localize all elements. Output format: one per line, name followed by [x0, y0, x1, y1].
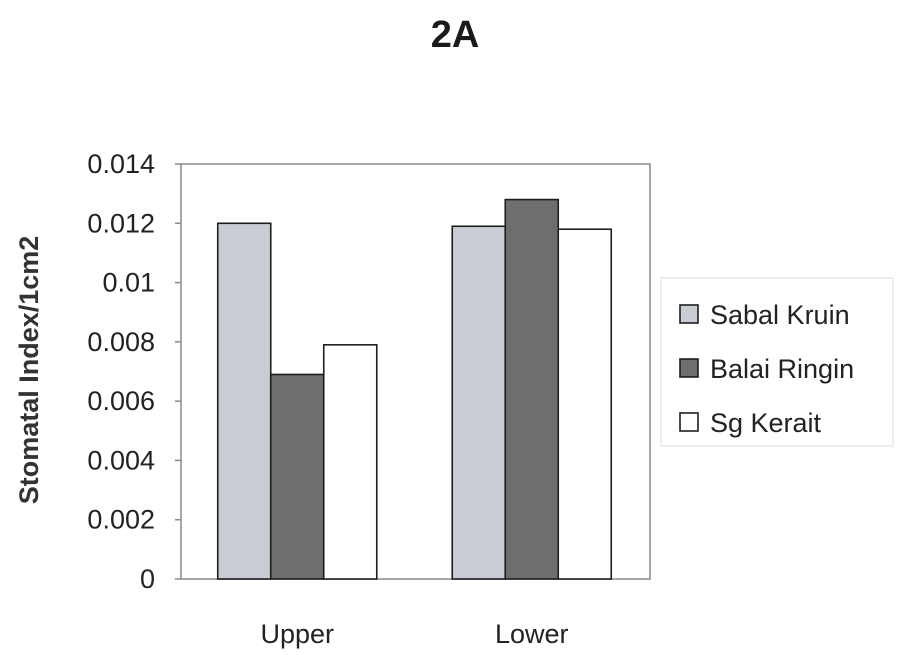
- legend-box: [660, 277, 894, 447]
- y-tick-label: 0.01: [102, 268, 155, 298]
- y-tick-label: 0.002: [87, 505, 155, 535]
- bar-sabal-kruin-upper: [216, 222, 272, 580]
- x-category-label: Lower: [495, 619, 569, 649]
- legend-label: Sg Kerait: [710, 408, 822, 438]
- y-tick-label: 0.006: [87, 386, 155, 416]
- x-category-label: Upper: [260, 619, 334, 649]
- bar-balai-ringin-upper: [269, 373, 325, 580]
- y-tick-label: 0.008: [87, 327, 155, 357]
- legend-label: Balai Ringin: [710, 354, 854, 384]
- chart-title: 2A: [431, 14, 480, 56]
- bars: [216, 198, 613, 580]
- legend-label: Sabal Kruin: [710, 300, 850, 330]
- y-axis-label: Stomatal Index/1cm2: [14, 236, 44, 505]
- y-axis-ticks: 0 0.002 0.004 0.006 0.008 0.01 0.012 0.014: [87, 149, 181, 594]
- y-tick-label: 0.014: [87, 149, 155, 179]
- legend-swatch: [679, 304, 699, 324]
- bar-sg-kerait-upper: [322, 344, 378, 580]
- y-tick-label: 0: [140, 564, 155, 594]
- bar-sg-kerait-lower: [557, 228, 613, 580]
- y-tick-label: 0.004: [87, 445, 155, 475]
- legend: Sabal Kruin Balai Ringin Sg Kerait: [660, 277, 894, 447]
- legend-swatch: [679, 412, 699, 432]
- legend-swatch: [679, 358, 699, 378]
- y-tick-label: 0.012: [87, 208, 155, 238]
- x-axis-categories: Upper Lower: [260, 619, 568, 649]
- bar-sabal-kruin-lower: [451, 225, 507, 580]
- bar-balai-ringin-lower: [504, 198, 560, 580]
